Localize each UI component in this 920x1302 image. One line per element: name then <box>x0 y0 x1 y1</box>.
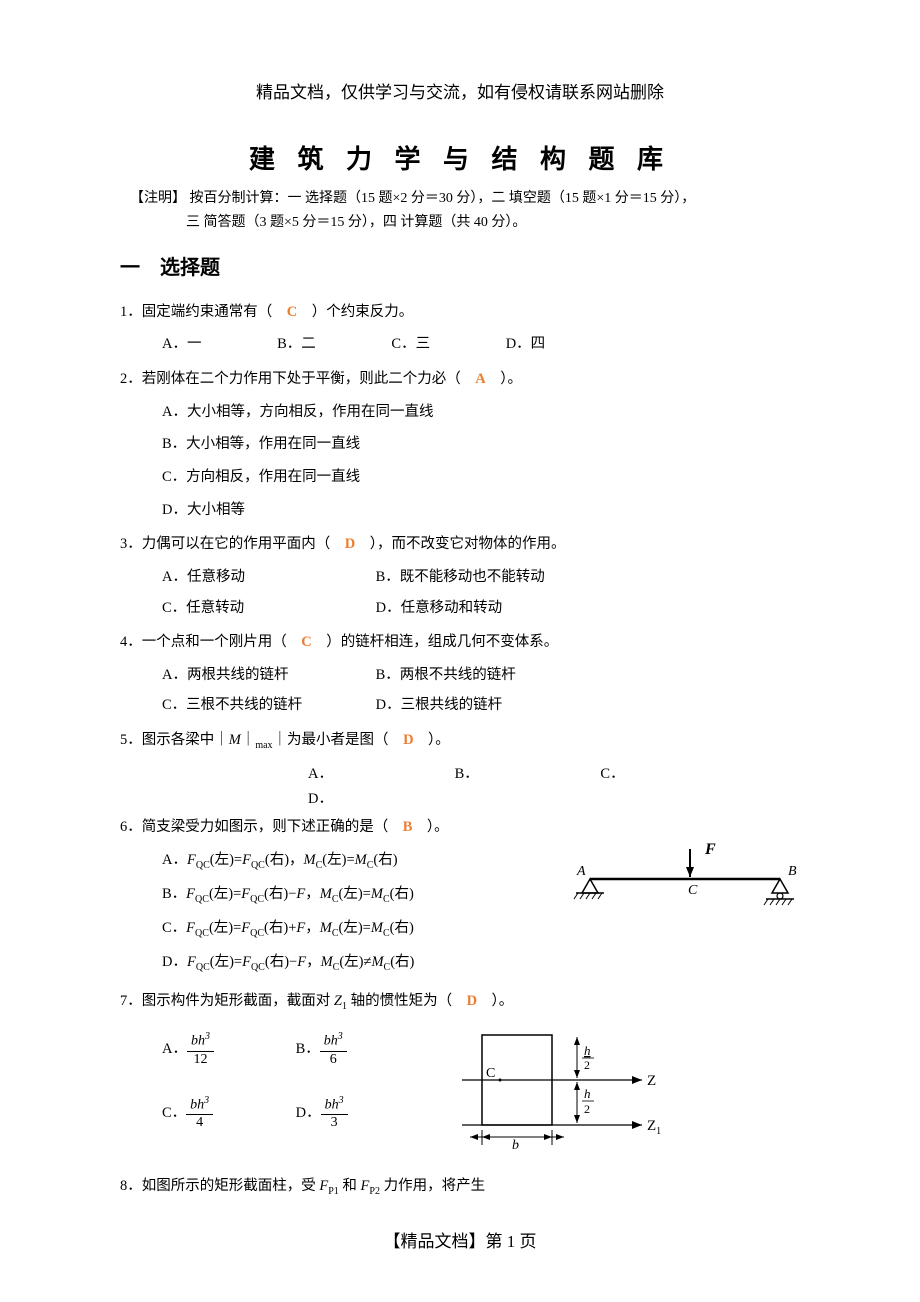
q2-opt-a: A．大小相等，方向相反，作用在同一直线 <box>162 400 800 425</box>
q3-options: A．任意移动 B．既不能移动也不能转动 C．任意转动 D．任意移动和转动 <box>120 565 800 620</box>
svg-text:b: b <box>512 1138 519 1153</box>
q4-answer: C <box>301 634 311 650</box>
q4-opt-b: B．两根不共线的链杆 <box>376 667 516 683</box>
svg-text:A: A <box>576 864 586 879</box>
q8-fp2-sub: P2 <box>369 1186 380 1197</box>
q5-text-mid: ｜为最小者是图（ <box>273 732 404 748</box>
q4-text-pre: 4．一个点和一个刚片用（ <box>120 634 301 650</box>
q5-opt-b: B． <box>455 762 479 787</box>
section-1-title: 一 选择题 <box>120 251 800 280</box>
q8-fp1: F <box>319 1178 328 1194</box>
q8-text: 8．如图所示的矩形截面柱，受 <box>120 1178 319 1194</box>
q8-text-post: 力作用，将产生 <box>380 1178 485 1194</box>
q3-opt-d: D．任意移动和转动 <box>376 600 502 616</box>
q3-opt-b: B．既不能移动也不能转动 <box>376 569 545 585</box>
svg-text:h: h <box>584 1086 591 1101</box>
svg-text:2: 2 <box>584 1058 590 1072</box>
q5-bar: ｜ <box>241 732 256 748</box>
q4-opt-c: C．三根不共线的链杆 <box>162 693 372 718</box>
q5-text-pre: 5．图示各梁中｜ <box>120 732 229 748</box>
q5-options: A． B． C． D． <box>120 762 800 811</box>
question-5: 5．图示各梁中｜M｜max｜为最小者是图（ D ）。 A． B． C． D． <box>120 728 800 811</box>
q7-text-post: ）。 <box>477 993 513 1009</box>
svg-text:F: F <box>704 841 716 858</box>
q2-opt-b: B．大小相等，作用在同一直线 <box>162 432 800 457</box>
q6-text-pre: 6．简支梁受力如图示，则下述正确的是（ <box>120 819 403 835</box>
svg-text:Z: Z <box>647 1073 656 1089</box>
q5-opt-d: D． <box>308 787 333 812</box>
q1-opt-b: B．二 <box>277 332 316 357</box>
q4-text-post: ）的链杆相连，组成几何不变体系。 <box>312 634 559 650</box>
q7-text-pre: 7．图示构件为矩形截面，截面对 <box>120 993 334 1009</box>
q1-opt-a: A．一 <box>162 332 201 357</box>
q1-opt-c: C．三 <box>391 332 430 357</box>
q7-opt-c: C．bh34 <box>162 1095 292 1132</box>
q5-m: M <box>229 732 241 748</box>
question-8: 8．如图所示的矩形截面柱，受 FP1 和 FP2 力作用，将产生 <box>120 1174 800 1200</box>
q3-opt-c: C．任意转动 <box>162 596 372 621</box>
q4-opt-d: D．三根共线的链杆 <box>376 697 502 713</box>
q1-options: A．一 B．二 C．三 D．四 <box>120 332 800 357</box>
question-6: 6．简支梁受力如图示，则下述正确的是（ B ）。 A．FQC(左)=FQC(右)… <box>120 815 800 975</box>
q6-answer: B <box>403 819 413 835</box>
q1-answer: C <box>287 304 297 320</box>
svg-text:h: h <box>584 1043 591 1058</box>
question-3: 3．力偶可以在它的作用平面内（ D ），而不改变它对物体的作用。 A．任意移动 … <box>120 532 800 620</box>
document-title: 建 筑 力 学 与 结 构 题 库 <box>120 139 800 176</box>
q7-opt-d: D．bh33 <box>296 1095 426 1132</box>
q7-options: A．bh312 B．bh36 C．bh34 D．bh33 <box>162 1031 442 1158</box>
q5-opt-c: C． <box>600 762 624 787</box>
svg-text:B: B <box>788 864 797 879</box>
question-1: 1．固定端约束通常有（ C ）个约束反力。 A．一 B．二 C．三 D．四 <box>120 300 800 357</box>
q3-text-post: ），而不改变它对物体的作用。 <box>355 536 565 552</box>
question-4: 4．一个点和一个刚片用（ C ）的链杆相连，组成几何不变体系。 A．两根共线的链… <box>120 630 800 718</box>
q4-options: A．两根共线的链杆 B．两根不共线的链杆 C．三根不共线的链杆 D．三根共线的链… <box>120 663 800 718</box>
svg-text:C: C <box>688 883 698 898</box>
q3-text-pre: 3．力偶可以在它的作用平面内（ <box>120 536 345 552</box>
svg-text:2: 2 <box>584 1102 590 1116</box>
q6-text-post: ）。 <box>412 819 448 835</box>
q2-text-pre: 2．若刚体在二个力作用下处于平衡，则此二个力必（ <box>120 371 475 387</box>
scoring-note-1: 【注明】 按百分制计算：一 选择题（15 题×2 分＝30 分），二 填空题（1… <box>120 188 800 210</box>
q2-options: A．大小相等，方向相反，作用在同一直线 B．大小相等，作用在同一直线 C．方向相… <box>120 400 800 523</box>
q7-z1: Z <box>334 993 342 1009</box>
q2-opt-d: D．大小相等 <box>162 498 800 523</box>
scoring-note-2: 三 简答题（3 题×5 分＝15 分），四 计算题（共 40 分）。 <box>120 212 800 234</box>
q6-opt-c: C．FQC(左)=FQC(右)+F，MC(左)=MC(右) <box>162 916 800 942</box>
q7-section-diagram: Z Z1 C h 2 h 2 <box>442 1025 682 1164</box>
q3-opt-a: A．任意移动 <box>162 565 372 590</box>
q8-fp1-sub: P1 <box>328 1186 339 1197</box>
svg-text:C: C <box>486 1066 495 1081</box>
q4-opt-a: A．两根共线的链杆 <box>162 663 372 688</box>
q6-opt-d: D．FQC(左)=FQC(右)−F，MC(左)≠MC(右) <box>162 950 800 976</box>
svg-text:Z1: Z1 <box>647 1118 661 1137</box>
header-disclaimer: 精品文档，仅供学习与交流，如有侵权请联系网站删除 <box>120 78 800 103</box>
q2-answer: A <box>475 371 485 387</box>
q1-opt-d: D．四 <box>506 332 545 357</box>
q5-text-post: ）。 <box>414 732 450 748</box>
q1-text-pre: 1．固定端约束通常有（ <box>120 304 287 320</box>
page-footer: 【精品文档】第 1 页 <box>0 1227 920 1252</box>
q8-and: 和 <box>339 1178 361 1194</box>
q7-opt-a: A．bh312 <box>162 1031 292 1068</box>
q5-answer: D <box>403 732 413 748</box>
q2-text-post: ）。 <box>486 371 522 387</box>
q7-opt-b: B．bh36 <box>296 1031 426 1068</box>
question-7: 7．图示构件为矩形截面，截面对 Z1 轴的惯性矩为（ D ）。 A．bh312 … <box>120 989 800 1164</box>
question-2: 2．若刚体在二个力作用下处于平衡，则此二个力必（ A ）。 A．大小相等，方向相… <box>120 367 800 522</box>
q5-sub: max <box>255 740 272 751</box>
q2-opt-c: C．方向相反，作用在同一直线 <box>162 465 800 490</box>
q7-text-mid: 轴的惯性矩为（ <box>347 993 467 1009</box>
q5-opt-a: A． <box>308 762 333 787</box>
q3-answer: D <box>345 536 355 552</box>
q7-answer: D <box>467 993 477 1009</box>
q1-text-post: ）个约束反力。 <box>297 304 413 320</box>
q6-beam-diagram: F A B C <box>570 839 810 918</box>
